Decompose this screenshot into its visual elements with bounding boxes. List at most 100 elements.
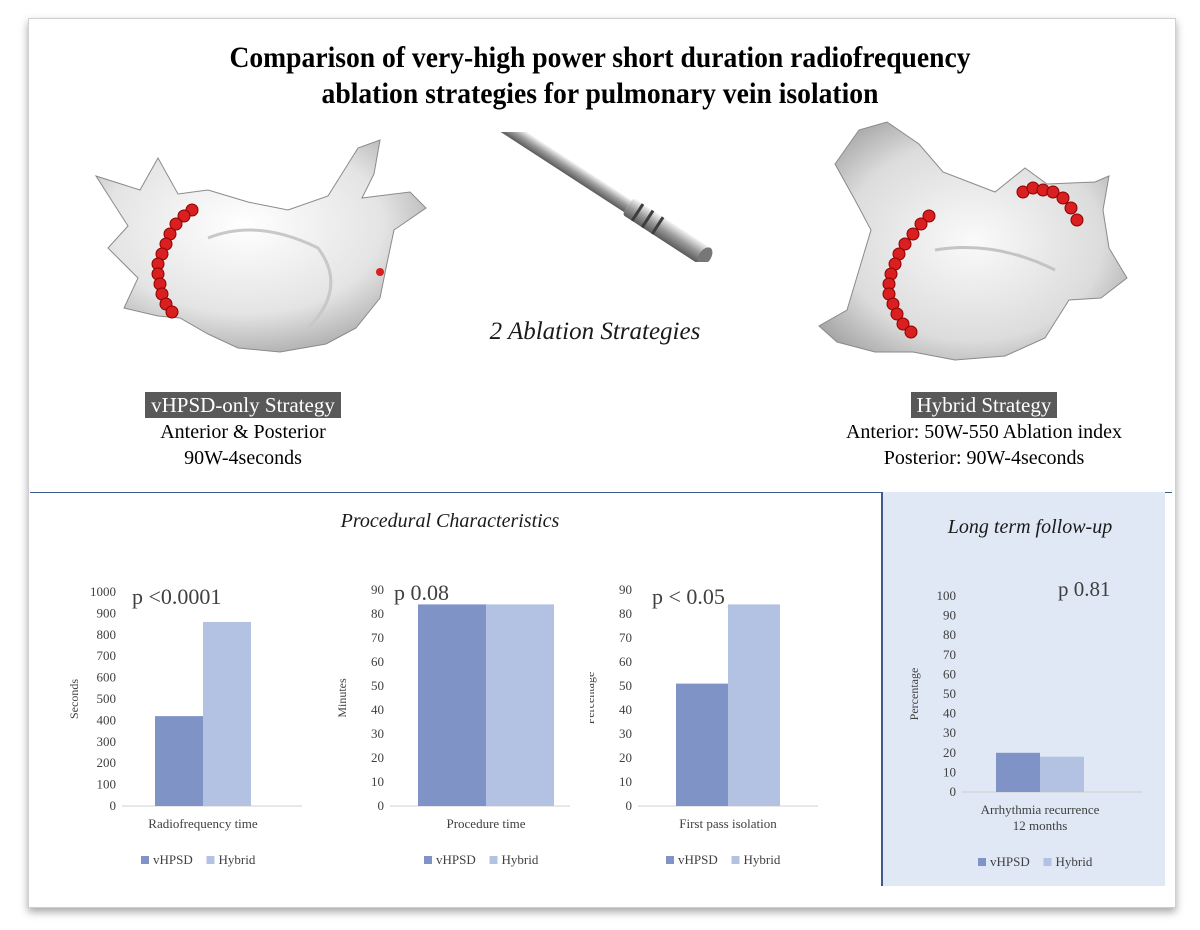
y-tick-label: 40	[943, 706, 956, 721]
vhpsd-strategy-line-1: Anterior & Posterior	[160, 421, 326, 443]
y-axis-label: Percentage	[907, 668, 921, 721]
title-line-2: ablation strategies for pulmonary vein i…	[321, 77, 879, 110]
x-category-label: Radiofrequency time	[148, 816, 258, 831]
hybrid-strategy-badge: Hybrid Strategy	[910, 392, 1058, 418]
legend-label-hybrid: Hybrid	[1056, 854, 1093, 869]
y-tick-label: 0	[378, 798, 385, 813]
legend-swatch-vhpsd	[424, 856, 432, 864]
bar-vhpsd	[676, 683, 728, 806]
procedure-time-chart: 0 10 20 30 40 50 60 70 80 90 Minutes p 0.08 Procedur…	[335, 580, 570, 867]
left-atrium-vhpsd-illustration	[94, 139, 427, 353]
arrhythmia-recurrence-chart: 0 10 20 30 40 50 60 70 80 90 100 Percentage p 0.81 Ar…	[907, 577, 1142, 869]
y-tick-label: 600	[97, 670, 117, 685]
y-tick-label: 90	[943, 608, 956, 623]
bar-hybrid	[203, 621, 251, 806]
procedural-characteristics-title: Procedural Characteristics	[340, 510, 560, 532]
bar-vhpsd	[155, 716, 203, 806]
vhpsd-strategy-badge: vHPSD-only Strategy	[145, 392, 341, 418]
legend-label-vhpsd: vHPSD	[436, 852, 476, 867]
p-value-annotation: p <0.0001	[132, 584, 221, 609]
first-pass-isolation-chart: 0 10 20 30 40 50 60 70 80 90 Percentage p < 0.05 Fir…	[590, 582, 818, 867]
y-axis-label: Minutes	[335, 678, 349, 718]
y-tick-label: 100	[97, 777, 117, 792]
x-category-label: Arrhythmia recurrence	[981, 802, 1100, 817]
bar-vhpsd	[418, 604, 486, 806]
y-tick-label: 700	[97, 648, 117, 663]
legend-label-hybrid: Hybrid	[502, 852, 539, 867]
y-tick-label: 40	[371, 702, 384, 717]
x-category-label: Procedure time	[446, 816, 525, 831]
hybrid-strategy-line-1: Anterior: 50W-550 Ablation index	[845, 421, 1123, 443]
figure-title: Comparison of very-high power short dura…	[48, 40, 1152, 112]
y-tick-label: 0	[626, 798, 633, 813]
ablation-lesion-line-right	[882, 181, 1084, 339]
hybrid-strategy-block: Hybrid Strategy Anterior: 50W-550 Ablati…	[808, 392, 1160, 471]
y-tick-label: 30	[943, 725, 956, 740]
y-tick-label: 500	[97, 691, 117, 706]
bar-hybrid	[728, 604, 780, 806]
y-tick-label: 80	[943, 627, 956, 642]
y-tick-label: 80	[371, 606, 384, 621]
y-tick-label: 0	[110, 798, 117, 813]
bar-hybrid	[1040, 756, 1084, 792]
legend-label-vhpsd: vHPSD	[678, 852, 718, 867]
legend-swatch-hybrid	[731, 856, 740, 864]
legend-swatch-hybrid	[206, 856, 215, 864]
section-divider	[30, 492, 1172, 493]
y-tick-label: 40	[619, 702, 632, 717]
y-tick-label: 70	[619, 630, 632, 645]
y-tick-label: 200	[97, 755, 117, 770]
legend-label-vhpsd: vHPSD	[153, 852, 193, 867]
p-value-annotation: p 0.81	[1058, 577, 1111, 601]
y-tick-label: 10	[619, 774, 632, 789]
y-tick-label: 0	[950, 784, 957, 799]
legend-swatch-vhpsd	[141, 856, 149, 864]
y-tick-label: 100	[937, 588, 957, 603]
y-tick-label: 10	[943, 764, 956, 779]
y-tick-label: 60	[371, 654, 384, 669]
x-category-label: First pass isolation	[679, 816, 777, 831]
title-line-1: Comparison of very-high power short dura…	[229, 41, 971, 74]
y-tick-label: 30	[619, 726, 632, 741]
vhpsd-strategy-block: vHPSD-only Strategy Anterior & Posterior…	[100, 392, 386, 471]
y-tick-label: 80	[619, 606, 632, 621]
y-tick-label: 50	[371, 678, 384, 693]
p-value-annotation: p 0.08	[394, 580, 449, 605]
y-tick-label: 50	[619, 678, 632, 693]
x-category-label: 12 months	[1013, 818, 1068, 833]
legend-label-hybrid: Hybrid	[219, 852, 256, 867]
y-tick-label: 60	[619, 654, 632, 669]
p-value-annotation: p < 0.05	[652, 584, 725, 609]
y-tick-label: 60	[943, 666, 956, 681]
y-axis-label: Seconds	[67, 679, 81, 719]
y-tick-label: 90	[371, 582, 384, 597]
legend-swatch-vhpsd	[978, 858, 986, 866]
catheter-illustration	[500, 132, 713, 262]
legend-label-vhpsd: vHPSD	[990, 854, 1030, 869]
y-tick-label: 70	[943, 647, 956, 662]
hybrid-strategy-line-2: Posterior: 90W-4seconds	[883, 447, 1085, 469]
y-tick-label: 300	[97, 734, 117, 749]
left-atrium-hybrid-illustration	[818, 121, 1128, 361]
y-tick-label: 400	[97, 712, 117, 727]
y-tick-label: 50	[943, 686, 956, 701]
y-tick-label: 30	[371, 726, 384, 741]
vhpsd-strategy-line-2: 90W-4seconds	[184, 447, 302, 469]
long-term-follow-up-title: Long term follow-up	[947, 516, 1113, 538]
y-tick-label: 900	[97, 605, 117, 620]
y-tick-label: 90	[619, 582, 632, 597]
ablation-lesion-line-left	[151, 203, 199, 319]
y-tick-label: 20	[371, 750, 384, 765]
y-tick-label: 1000	[90, 584, 116, 599]
bar-hybrid	[486, 604, 554, 806]
y-tick-label: 20	[619, 750, 632, 765]
y-axis-label: Percentage	[590, 672, 597, 725]
y-tick-label: 10	[371, 774, 384, 789]
bar-vhpsd	[996, 752, 1040, 792]
y-tick-label: 800	[97, 627, 117, 642]
long-term-panel	[881, 492, 1165, 886]
center-caption: 2 Ablation Strategies	[489, 318, 701, 345]
legend-label-hybrid: Hybrid	[744, 852, 781, 867]
y-tick-label: 20	[943, 745, 956, 760]
legend-swatch-vhpsd	[666, 856, 674, 864]
